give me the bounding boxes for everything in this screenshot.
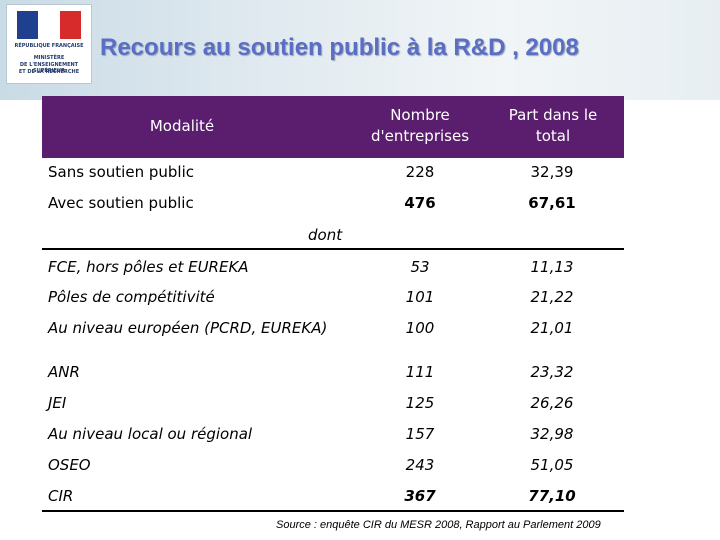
subrow-label-anr: ANR [48,363,80,381]
dont-label: dont [308,226,343,244]
row-nombre-sans-soutien: 228 [405,163,435,181]
subrow-part-poles: 21,22 [530,288,574,306]
subrow-label-cir: CIR [48,487,74,505]
header-modalite: Modalité [149,117,215,135]
row-part-avec-soutien: 67,61 [528,194,576,212]
logo-republic-text: RÉPUBLIQUE FRANÇAISE [14,43,84,49]
row-nombre-avec-soutien: 476 [404,194,436,212]
french-flag-icon [17,11,81,39]
subrow-part-jei: 26,26 [530,394,574,412]
table-divider-bottom [42,510,624,512]
subrow-nombre-oseo: 243 [405,456,435,474]
subrow-label-oseo: OSEO [48,456,91,474]
ministry-logo: RÉPUBLIQUE FRANÇAISE MINISTÈRE DE L'ENSE… [6,4,92,84]
slide-title: Recours au soutien public à la R&D , 200… [100,34,579,61]
subrow-label-jei: JEI [48,394,67,412]
header-background [0,0,720,100]
subrow-nombre-europeen: 100 [405,319,435,337]
row-label-sans-soutien: Sans soutien public [48,163,194,181]
header-part-line2: total [535,127,571,145]
table-divider-top [42,248,624,250]
logo-ministry-text-3: ET DE LA RECHERCHE [18,69,80,75]
row-label-avec-soutien: Avec soutien public [48,194,194,212]
subrow-part-cir: 77,10 [528,487,576,505]
logo-ministry-text: MINISTÈRE [33,55,65,61]
row-part-sans-soutien: 32,39 [530,163,574,181]
subrow-label-local: Au niveau local ou régional [48,425,253,443]
subrow-label-europeen: Au niveau européen (PCRD, EUREKA) [48,319,328,337]
header-part-line1: Part dans le [508,106,598,124]
logo-ministry-text-2: DE L'ENSEIGNEMENT SUPÉRIEUR [19,62,79,74]
subrow-label-poles: Pôles de compétitivité [48,288,215,306]
subrow-nombre-anr: 111 [405,363,435,381]
source-note: Source : enquête CIR du MESR 2008, Rappo… [276,519,601,531]
subrow-label-fce: FCE, hors pôles et EUREKA [48,258,249,276]
subrow-nombre-jei: 125 [405,394,435,412]
subrow-nombre-poles: 101 [405,288,435,306]
subrow-part-fce: 11,13 [530,258,574,276]
header-nombre-line2: d'entreprises [370,127,470,145]
subrow-nombre-local: 157 [405,425,435,443]
subrow-nombre-cir: 367 [404,487,436,505]
table-header: Modalité Nombre d'entreprises Part dans … [42,96,624,158]
subrow-part-oseo: 51,05 [530,456,574,474]
subrow-part-local: 32,98 [530,425,574,443]
subrow-nombre-fce: 53 [410,258,430,276]
header-nombre-line1: Nombre [390,106,450,124]
subrow-part-anr: 23,32 [530,363,574,381]
subrow-part-europeen: 21,01 [530,319,574,337]
